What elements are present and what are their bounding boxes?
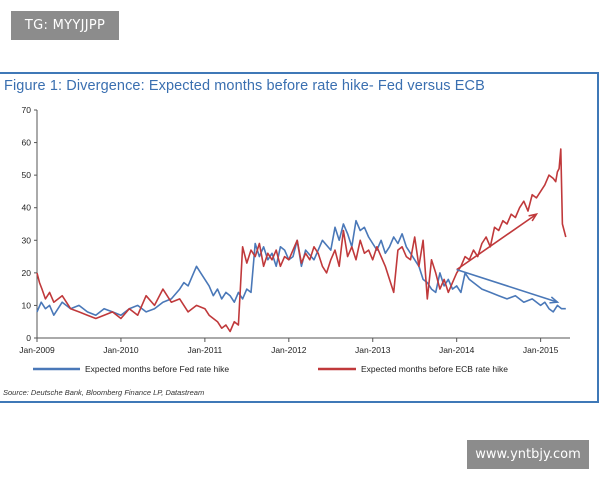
y-tick-label: 10: [22, 300, 32, 310]
y-tick-label: 0: [26, 333, 31, 343]
figure-frame: [0, 72, 599, 403]
legend-label-ecb: Expected months before ECB rate hike: [361, 364, 508, 374]
watermark-bottom: www.yntbjy.com: [467, 440, 589, 469]
legend-label-fed: Expected months before Fed rate hike: [85, 364, 229, 374]
series-fed-line: [36, 219, 566, 317]
fed-arrow-head: [549, 296, 560, 304]
source-note: Source: Deutsche Bank, Bloomberg Finance…: [3, 388, 205, 397]
y-tick-label: 60: [22, 138, 32, 148]
legend: Expected months before Fed rate hike Expe…: [33, 364, 508, 374]
x-tick-label: Jan-2012: [271, 345, 307, 355]
y-tick-label: 20: [22, 268, 32, 278]
ecb-trend-arrow: [456, 213, 537, 271]
ecb-arrow-head: [528, 213, 539, 222]
chart-title: Figure 1: Divergence: Expected months be…: [4, 78, 485, 94]
x-tick-label: Jan-2013: [355, 345, 391, 355]
y-tick-label: 50: [22, 170, 32, 180]
series-layer: [36, 148, 567, 333]
x-tick-label: Jan-2009: [19, 345, 55, 355]
x-tick-label: Jan-2015: [523, 345, 559, 355]
y-tick-label: 30: [22, 235, 32, 245]
axes: 0 10 20 30 40 50 60 70 Jan-2009 Jan-2010 Jan-2011 J…: [19, 105, 570, 355]
watermark-top: TG: MYYJJPP: [11, 11, 119, 40]
x-tick-label: Jan-2011: [187, 345, 222, 355]
y-tick-label: 70: [22, 105, 32, 115]
series-ecb-line: [36, 148, 567, 333]
x-tick-label: Jan-2014: [439, 345, 475, 355]
x-tick-label: Jan-2010: [103, 345, 139, 355]
y-tick-label: 40: [22, 203, 32, 213]
fed-trend-arrow: [456, 268, 558, 303]
annotation-layer: [456, 213, 560, 304]
